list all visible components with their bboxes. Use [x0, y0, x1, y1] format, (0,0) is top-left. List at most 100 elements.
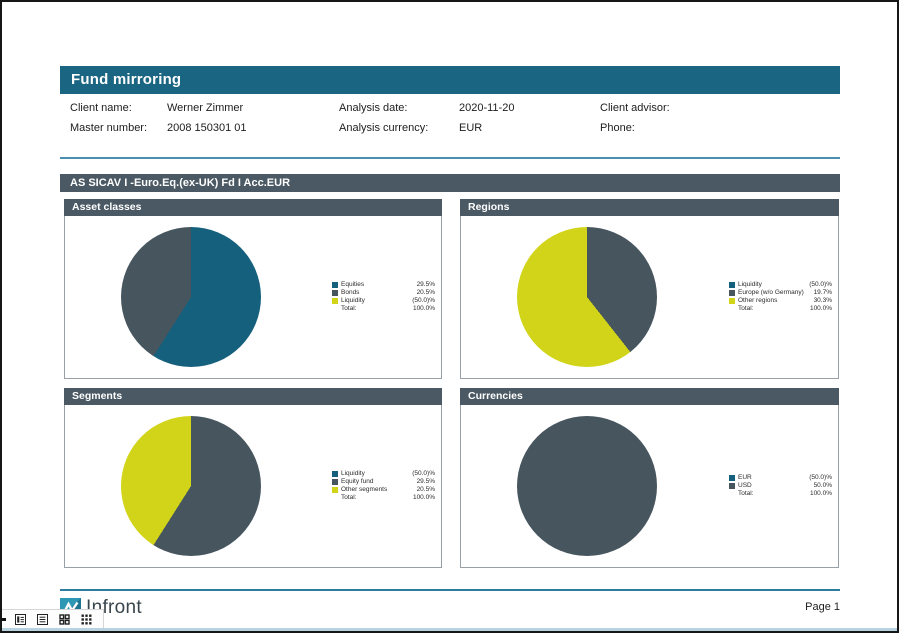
panel-header: Asset classes: [64, 199, 442, 216]
legend-row: Other segments 20.5%: [332, 486, 435, 493]
panel-header: Regions: [460, 199, 839, 216]
panel-title: Segments: [72, 390, 123, 402]
legend-value: 50.0%: [813, 482, 832, 489]
page-layout-button[interactable]: [15, 613, 26, 625]
panel-title: Currencies: [468, 390, 523, 402]
report-title: Fund mirroring: [71, 71, 182, 88]
legend-color-chip: [332, 289, 338, 296]
panel-title: Asset classes: [72, 201, 142, 213]
legend-color-chip: [332, 297, 338, 304]
legend-value: 20.5%: [416, 486, 435, 493]
legend-row: Other regions 30.3%: [729, 297, 832, 304]
info-label: Master number:: [70, 122, 148, 134]
legend-value: 19.7%: [813, 289, 832, 296]
legend-value: (50.0)%: [412, 297, 435, 304]
legend-value: 100.0%: [809, 490, 832, 497]
pie-legend: EUR (50.0)% USD 50.0% Total: 100.0%: [729, 474, 832, 498]
window-bottom-strip: [2, 628, 897, 631]
pie-chart: [517, 416, 657, 556]
legend-label: Equities: [341, 281, 365, 288]
legend-label: EUR: [738, 474, 752, 481]
panel-body: EUR (50.0)% USD 50.0% Total: 100.0%: [461, 405, 838, 567]
header-divider-line: [60, 157, 840, 159]
info-label: Analysis date:: [339, 102, 408, 114]
pie-chart: [121, 227, 261, 367]
bottom-toolbar: [2, 609, 104, 628]
info-value: Werner Zimmer: [167, 102, 244, 114]
chart-panel: Asset classes Equities 29.5% Bonds 20.5% Liq…: [64, 199, 442, 379]
legend-label: Europe (w/o Germany): [738, 289, 804, 296]
legend-label: Other segments: [341, 486, 388, 493]
report-title-banner: Fund mirroring: [60, 66, 840, 94]
legend-value: 20.5%: [416, 289, 435, 296]
legend-color-chip: [332, 281, 338, 288]
info-label: Phone:: [600, 122, 635, 134]
grid-3x3-button[interactable]: [81, 614, 92, 625]
info-value: EUR: [459, 122, 483, 134]
client-info-block: Client name: Werner Zimmer Analysis date…: [60, 98, 840, 146]
pie-legend: Liquidity (50.0)% Equity fund 29.5% Other se…: [332, 470, 435, 502]
legend-label: Total:: [738, 490, 754, 497]
chart-panel: Segments Liquidity (50.0)% Equity fund 29.5…: [64, 388, 442, 568]
fund-section-title: AS SICAV I -Euro.Eq.(ex-UK) Fd I Acc.EUR: [70, 177, 291, 189]
legend-row: Liquidity (50.0)%: [332, 470, 435, 477]
info-label: Client advisor:: [600, 102, 670, 114]
legend-color-chip: [729, 482, 735, 489]
legend-row: EUR (50.0)%: [729, 474, 832, 481]
legend-row: Total: 100.0%: [332, 494, 435, 501]
legend-value: 100.0%: [412, 494, 435, 501]
legend-label: Liquidity: [341, 297, 365, 304]
legend-row: Total: 100.0%: [729, 305, 832, 312]
legend-label: Other regions: [738, 297, 778, 304]
legend-label: Bonds: [341, 289, 360, 296]
legend-value: 100.0%: [412, 305, 435, 312]
legend-label: Liquidity: [341, 470, 365, 477]
legend-value: 100.0%: [809, 305, 832, 312]
legend-label: Liquidity: [738, 281, 762, 288]
legend-color-chip: [332, 470, 338, 477]
legend-color-chip: [729, 474, 735, 481]
page-number-label: Page 1: [805, 601, 840, 613]
legend-label: Equity fund: [341, 478, 374, 485]
legend-color-chip: [729, 281, 735, 288]
legend-color-chip: [332, 478, 338, 485]
legend-label: Total:: [341, 494, 357, 501]
legend-row: Liquidity (50.0)%: [729, 281, 832, 288]
grid-3x3-icon: [81, 614, 92, 624]
fund-section-bar: AS SICAV I -Euro.Eq.(ex-UK) Fd I Acc.EUR: [60, 174, 840, 192]
legend-value: (50.0)%: [412, 470, 435, 477]
legend-label: Total:: [341, 305, 357, 312]
single-page-button[interactable]: [37, 613, 48, 625]
report-footer: Infront Page 1: [60, 589, 840, 619]
legend-color-chip: [729, 289, 735, 296]
legend-color-chip: [332, 486, 338, 493]
info-value: 2008 150301 01: [167, 122, 247, 134]
legend-label: USD: [738, 482, 752, 489]
legend-row: Europe (w/o Germany) 19.7%: [729, 289, 832, 296]
panels-grid: Asset classes Equities 29.5% Bonds 20.5% Liq…: [64, 199, 839, 568]
grid-2x2-button[interactable]: [59, 613, 70, 625]
info-value: 2020-11-20: [459, 102, 515, 114]
legend-color-chip: [729, 297, 735, 304]
legend-row: USD 50.0%: [729, 482, 832, 489]
pie-legend: Liquidity (50.0)% Europe (w/o Germany) 19.7…: [729, 281, 832, 313]
legend-value: 29.5%: [416, 478, 435, 485]
legend-value: (50.0)%: [809, 281, 832, 288]
page-layout-icon: [15, 613, 26, 625]
legend-label: Total:: [738, 305, 754, 312]
pie-chart: [121, 416, 261, 556]
legend-row: Equities 29.5%: [332, 281, 435, 288]
panel-header: Currencies: [460, 388, 839, 405]
legend-value: 29.5%: [416, 281, 435, 288]
panel-header: Segments: [64, 388, 442, 405]
legend-row: Bonds 20.5%: [332, 289, 435, 296]
legend-value: 30.3%: [813, 297, 832, 304]
panel-title: Regions: [468, 201, 510, 213]
info-label: Analysis currency:: [339, 122, 429, 134]
collapse-handle-icon[interactable]: [2, 617, 6, 621]
legend-value: (50.0)%: [809, 474, 832, 481]
chart-panel: Regions Liquidity (50.0)% Europe (w/o Germ…: [460, 199, 839, 379]
pie-chart: [517, 227, 657, 367]
panel-body: Equities 29.5% Bonds 20.5% Liquidity (50.0)% T…: [65, 216, 441, 378]
